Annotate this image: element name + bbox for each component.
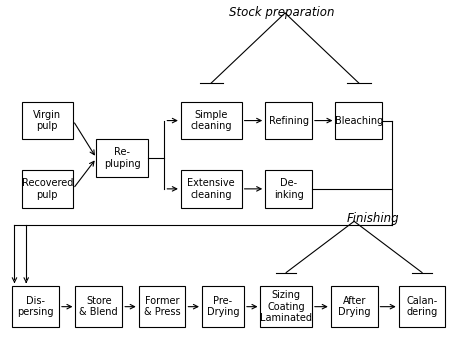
- Text: After
Drying: After Drying: [338, 296, 370, 318]
- Text: Stock preparation: Stock preparation: [229, 6, 334, 19]
- Text: Recovered
pulp: Recovered pulp: [22, 178, 73, 200]
- Text: Finishing: Finishing: [346, 212, 399, 225]
- Text: Sizing
Coating
Laminated: Sizing Coating Laminated: [260, 290, 312, 323]
- FancyBboxPatch shape: [21, 170, 73, 208]
- FancyBboxPatch shape: [75, 286, 122, 327]
- Text: Simple
cleaning: Simple cleaning: [191, 110, 232, 132]
- Text: Former
& Press: Former & Press: [144, 296, 181, 318]
- FancyBboxPatch shape: [265, 170, 312, 208]
- Text: Extensive
cleaning: Extensive cleaning: [187, 178, 235, 200]
- FancyBboxPatch shape: [181, 102, 242, 139]
- Text: Pre-
Drying: Pre- Drying: [207, 296, 239, 318]
- Text: Store
& Blend: Store & Blend: [80, 296, 118, 318]
- Text: Dis-
persing: Dis- persing: [18, 296, 54, 318]
- FancyBboxPatch shape: [21, 102, 73, 139]
- Text: Bleaching: Bleaching: [335, 116, 383, 126]
- Text: Re-
pluping: Re- pluping: [104, 147, 141, 169]
- FancyBboxPatch shape: [331, 286, 377, 327]
- FancyBboxPatch shape: [202, 286, 244, 327]
- FancyBboxPatch shape: [181, 170, 242, 208]
- Text: Refining: Refining: [269, 116, 309, 126]
- Text: De-
inking: De- inking: [273, 178, 303, 200]
- FancyBboxPatch shape: [138, 286, 185, 327]
- FancyBboxPatch shape: [260, 286, 312, 327]
- FancyBboxPatch shape: [12, 286, 59, 327]
- Text: Calan-
dering: Calan- dering: [406, 296, 438, 318]
- FancyBboxPatch shape: [265, 102, 312, 139]
- Text: Virgin
pulp: Virgin pulp: [33, 110, 61, 132]
- FancyBboxPatch shape: [336, 102, 382, 139]
- FancyBboxPatch shape: [97, 139, 148, 177]
- FancyBboxPatch shape: [399, 286, 446, 327]
